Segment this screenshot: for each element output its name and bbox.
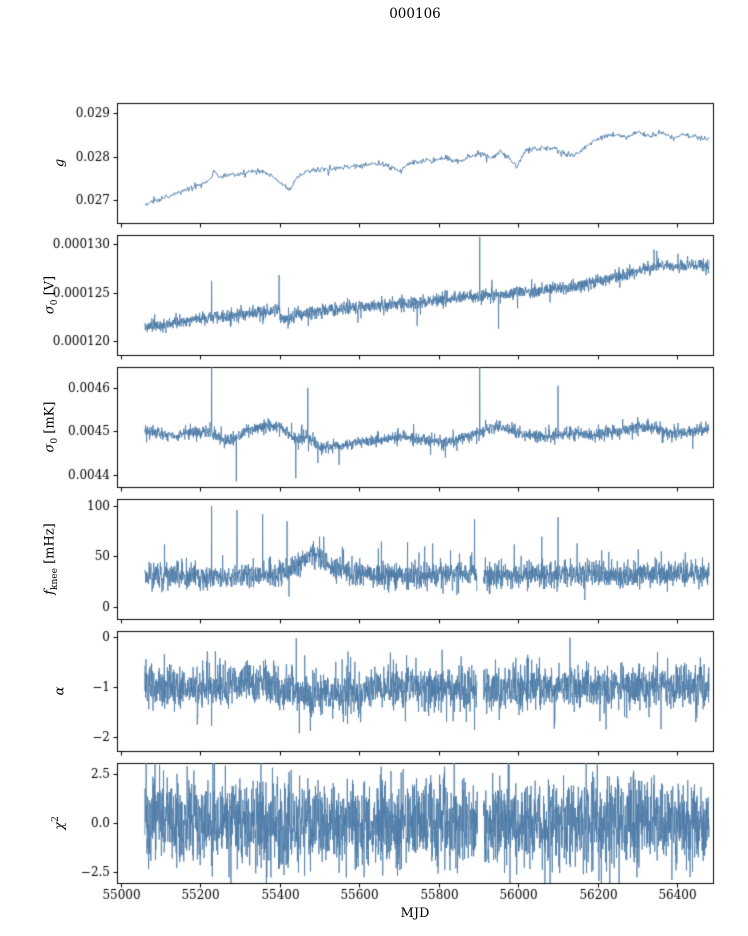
y-axis-label-chi2: χ2 bbox=[47, 723, 68, 923]
ylabel-unit: [mHz] bbox=[42, 523, 58, 569]
ylabel-unit: [mK] bbox=[42, 401, 58, 438]
ylabel-unit: [V] bbox=[42, 275, 58, 300]
ylabel-base: g bbox=[52, 158, 68, 168]
ylabel-base: σ bbox=[42, 443, 58, 453]
ylabel-sub: 0 bbox=[49, 299, 60, 306]
x-axis-label: MJD bbox=[400, 906, 430, 921]
ylabel-base: χ bbox=[52, 821, 68, 830]
ylabel-base: α bbox=[52, 686, 68, 696]
ylabel-sub: knee bbox=[49, 568, 60, 590]
ylabel-sup: 2 bbox=[51, 816, 61, 822]
ylabel-sub: 0 bbox=[49, 437, 60, 444]
ylabel-base: σ bbox=[42, 305, 58, 315]
